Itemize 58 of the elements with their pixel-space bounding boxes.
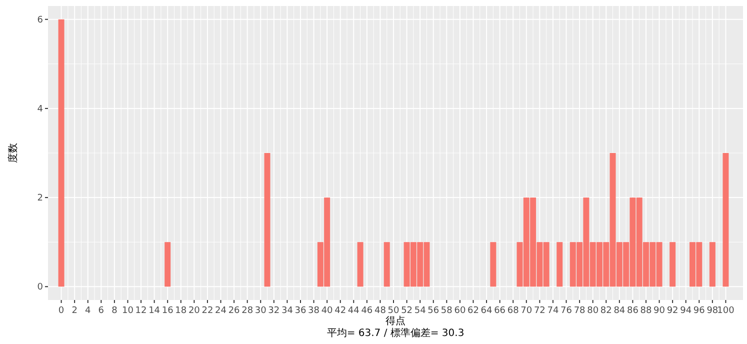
x-tick-label: 46 xyxy=(361,306,373,316)
x-tick-label: 12 xyxy=(135,306,147,316)
x-axis-title: 得点 xyxy=(386,315,406,327)
x-tick-label: 84 xyxy=(614,306,626,316)
x-tick-label: 68 xyxy=(507,306,520,316)
x-tick-label: 100 xyxy=(717,306,735,316)
x-tick-label: 64 xyxy=(480,306,493,316)
x-tick-label: 80 xyxy=(587,306,599,316)
y-tick-label: 4 xyxy=(37,104,44,114)
x-tick-label: 60 xyxy=(454,306,466,316)
x-tick-label: 8 xyxy=(112,306,118,316)
x-tick-label: 90 xyxy=(654,306,666,316)
x-tick-label: 20 xyxy=(188,306,200,316)
x-tick-label: 0 xyxy=(58,306,64,316)
x-tick-label: 38 xyxy=(308,306,320,316)
x-tick-label: 2 xyxy=(72,306,78,316)
x-tick-label: 82 xyxy=(600,306,612,316)
text: 平均= 63.7 / 標準偏差= 30.3 xyxy=(326,327,464,339)
x-tick-label: 4 xyxy=(85,306,91,316)
x-tick-label: 40 xyxy=(321,306,334,316)
x-tick-label: 88 xyxy=(640,306,652,316)
x-tick-label: 98 xyxy=(706,306,718,316)
x-tick-label: 58 xyxy=(440,306,453,316)
y-tick-label: 6 xyxy=(37,15,44,26)
y-tick-label: 2 xyxy=(37,194,43,204)
x-tick-label: 32 xyxy=(268,306,280,316)
x-tick-label: 92 xyxy=(666,306,678,316)
x-tick-label: 54 xyxy=(414,306,426,316)
x-tick-label: 70 xyxy=(520,306,532,316)
x-tick-label: 94 xyxy=(680,306,692,316)
x-tick-label: 50 xyxy=(388,306,400,316)
y-tick-label: 0 xyxy=(37,282,44,293)
x-tick-label: 76 xyxy=(560,306,572,316)
x-tick-label: 28 xyxy=(242,306,254,316)
x-tick-label: 66 xyxy=(494,306,506,316)
y-axis-title: 度数 xyxy=(7,143,19,163)
x-tick-label: 56 xyxy=(428,306,440,316)
x-tick-label: 24 xyxy=(215,306,227,316)
x-tick-label: 62 xyxy=(468,306,479,316)
x-tick-label: 16 xyxy=(162,306,174,316)
x-tick-label: 42 xyxy=(334,306,346,316)
x-tick-label: 36 xyxy=(294,306,306,316)
x-tick-label: 14 xyxy=(148,306,160,316)
x-tick-label: 22 xyxy=(202,306,214,316)
x-tick-label: 6 xyxy=(98,306,104,316)
x-tick-label: 44 xyxy=(348,306,360,316)
x-tick-label: 48 xyxy=(374,306,386,316)
x-tick-label: 52 xyxy=(401,306,413,316)
x-tick-label: 34 xyxy=(281,306,294,316)
x-tick-label: 86 xyxy=(626,306,639,316)
x-tick-label: 72 xyxy=(534,306,546,316)
x-tick-label: 96 xyxy=(693,306,706,316)
x-tick-label: 74 xyxy=(547,306,559,316)
x-tick-label: 18 xyxy=(175,306,187,316)
x-tick-label: 26 xyxy=(228,306,240,316)
x-tick-label: 10 xyxy=(122,306,134,316)
x-tick-label: 78 xyxy=(574,306,586,316)
x-tick-label: 30 xyxy=(254,306,267,316)
